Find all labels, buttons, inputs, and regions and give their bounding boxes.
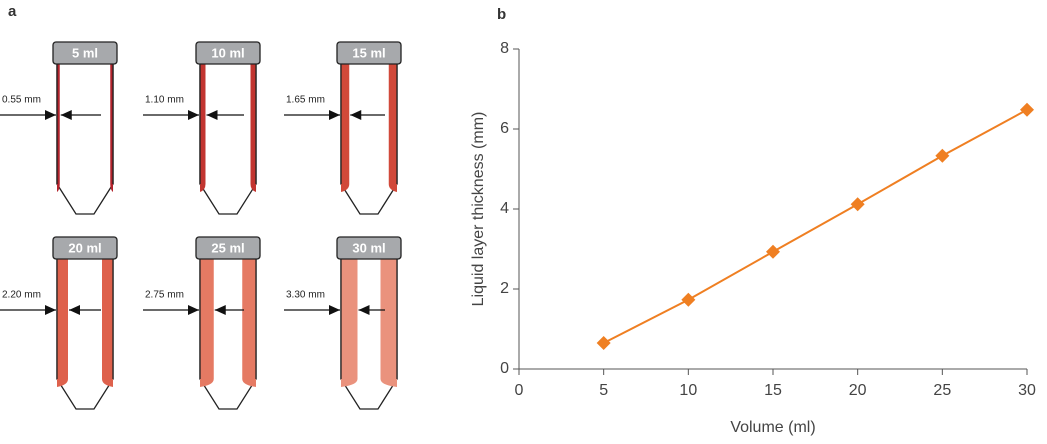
data-point: [1020, 102, 1034, 117]
data-point: [850, 197, 865, 212]
x-tick-label: 0: [515, 382, 524, 399]
liquid-layer: [341, 259, 358, 387]
arrow-head: [188, 305, 199, 315]
panel-label: b: [497, 6, 506, 23]
liquid-layer: [380, 259, 397, 387]
liquid-layer: [57, 64, 60, 192]
tube-volume: 15 ml: [352, 45, 385, 60]
y-tick-label: 4: [500, 200, 509, 217]
tube-cap: [336, 41, 402, 65]
data-point: [935, 148, 950, 163]
data-point: [766, 244, 780, 259]
tube-volume: 20 ml: [68, 240, 101, 255]
arrow-head: [206, 110, 218, 120]
y-axis-title: Liquid layer thickness (mm): [470, 112, 487, 307]
liquid-layer: [110, 64, 113, 192]
liquid-layer: [242, 259, 256, 387]
x-tick-label: 5: [599, 382, 608, 399]
panel-label: a: [8, 3, 17, 20]
x-tick-label: 20: [849, 382, 867, 399]
arrow-head: [350, 110, 362, 120]
tube-volume: 30 ml: [352, 240, 385, 255]
y-tick-label: 6: [500, 120, 509, 137]
liquid-layer: [341, 64, 350, 192]
tube-cap: [195, 236, 261, 260]
liquid-layer: [250, 64, 256, 192]
x-tick-label: 10: [679, 382, 697, 399]
tube-volume: 5 ml: [72, 45, 98, 60]
arrow-head: [329, 305, 340, 315]
tube-body: [56, 64, 114, 215]
arrow-head: [60, 110, 72, 120]
tube-cap: [336, 236, 402, 260]
tube-volume: 25 ml: [211, 240, 244, 255]
tube-cap: [52, 41, 118, 65]
arrow-head: [329, 110, 340, 120]
thickness-label: 2.20 mm: [2, 290, 41, 301]
arrow-head: [214, 305, 226, 315]
liquid-layer: [388, 64, 397, 192]
tube-cap: [195, 41, 261, 65]
thickness-label: 1.10 mm: [145, 95, 184, 106]
liquid-layer: [102, 259, 113, 387]
tube-body: [199, 64, 257, 215]
thickness-label: 0.55 mm: [2, 95, 41, 106]
tube-body: [340, 64, 398, 215]
liquid-layer: [200, 64, 206, 192]
y-tick-label: 0: [500, 360, 509, 377]
liquid-layer: [200, 259, 214, 387]
arrow-head: [358, 305, 370, 315]
arrow-head: [45, 110, 56, 120]
thickness-label: 2.75 mm: [145, 290, 184, 301]
x-tick-label: 25: [933, 382, 951, 399]
x-tick-label: 15: [764, 382, 782, 399]
data-point: [681, 292, 696, 307]
thickness-label: 3.30 mm: [286, 290, 325, 301]
arrow-head: [45, 305, 56, 315]
x-tick-label: 30: [1018, 382, 1036, 399]
liquid-layer: [57, 259, 68, 387]
tube-cap: [52, 236, 118, 260]
y-tick-label: 8: [500, 40, 509, 57]
tube-volume: 10 ml: [211, 45, 244, 60]
arrow-head: [69, 305, 80, 315]
x-axis-title: Volume (ml): [730, 419, 815, 436]
y-tick-label: 2: [500, 280, 509, 297]
data-point: [596, 336, 611, 350]
thickness-label: 1.65 mm: [286, 95, 325, 106]
data-line: [603, 108, 1028, 344]
arrow-head: [188, 110, 199, 120]
